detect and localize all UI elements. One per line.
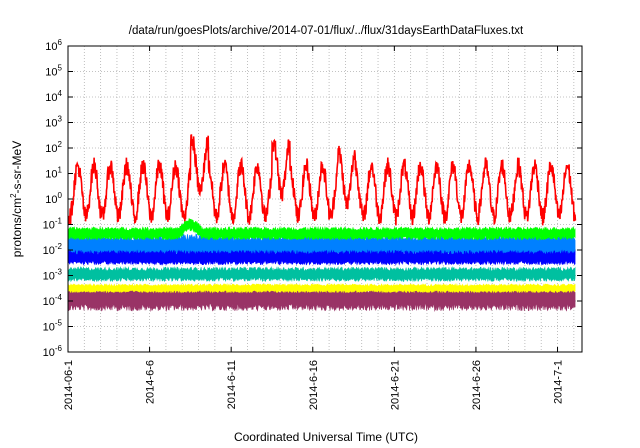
y-tick-exponent: 0 xyxy=(58,191,63,200)
x-tick-label: 2014-6-21 xyxy=(389,360,401,410)
y-tick-label: 10-6 xyxy=(43,344,63,359)
y-tick-label: 10-2 xyxy=(43,242,63,257)
y-tick-base: 10 xyxy=(43,220,55,232)
y-tick-label: 101 xyxy=(45,166,62,181)
x-axis-label: Coordinated Universal Time (UTC) xyxy=(234,430,418,444)
y-tick-base: 10 xyxy=(43,271,55,283)
y-tick-exponent: -2 xyxy=(55,242,63,251)
y-tick-label: 105 xyxy=(45,64,62,79)
y-tick-exponent: -6 xyxy=(55,344,63,353)
series-channel-6 xyxy=(67,282,576,294)
y-tick-base: 10 xyxy=(45,92,57,104)
y-tick-label: 106 xyxy=(45,38,62,53)
series-channel-4 xyxy=(67,249,576,266)
y-tick-label: 10-1 xyxy=(43,217,63,232)
series-channel-2 xyxy=(67,217,576,241)
y-tick-base: 10 xyxy=(43,296,55,308)
chart-title: /data/run/goesPlots/archive/2014-07-01/f… xyxy=(129,25,524,37)
y-tick-label: 103 xyxy=(45,115,62,130)
y-tick-base: 10 xyxy=(43,322,55,334)
y-tick-base: 10 xyxy=(45,67,57,79)
plot-frame xyxy=(67,45,583,353)
axes: 10-610-510-410-310-210-11001011021031041… xyxy=(43,38,583,410)
y-tick-label: 102 xyxy=(45,140,62,155)
y-tick-base: 10 xyxy=(45,41,57,53)
x-tick-label: 2014-7-1 xyxy=(553,360,565,404)
y-tick-label: 10-5 xyxy=(43,319,63,334)
y-axis-label-sup: 2 xyxy=(9,193,18,198)
y-tick-base: 10 xyxy=(45,169,57,181)
y-tick-exponent: -1 xyxy=(55,217,63,226)
y-tick-base: 10 xyxy=(43,245,55,257)
y-tick-base: 10 xyxy=(45,118,57,130)
y-tick-exponent: -5 xyxy=(55,319,63,328)
y-tick-exponent: 1 xyxy=(58,166,63,175)
y-tick-exponent: 6 xyxy=(58,38,63,47)
x-tick-label: 2014-6-6 xyxy=(145,360,157,404)
x-tick-label: 2014-6-11 xyxy=(226,360,238,409)
y-tick-exponent: 4 xyxy=(58,89,63,98)
y-tick-label: 104 xyxy=(45,89,62,104)
y-tick-label: 10-4 xyxy=(43,293,63,308)
y-tick-exponent: -4 xyxy=(55,293,63,302)
series-channel-1 xyxy=(67,134,577,226)
y-tick-exponent: 2 xyxy=(58,140,63,149)
y-axis-label: protons/cm2-s-sr-MeV xyxy=(9,141,24,257)
y-tick-base: 10 xyxy=(45,194,57,206)
y-tick-exponent: 5 xyxy=(58,64,63,73)
y-tick-label: 10-3 xyxy=(43,268,63,283)
y-axis-label-rest: -s-sr-MeV xyxy=(10,141,24,194)
y-tick-exponent: 3 xyxy=(58,115,63,124)
x-tick-label: 2014-6-16 xyxy=(308,360,320,410)
plot-area xyxy=(67,134,577,312)
series-channel-5 xyxy=(67,266,576,283)
y-axis-label-main: protons/cm xyxy=(10,198,24,257)
y-tick-base: 10 xyxy=(43,347,55,359)
x-tick-label: 2014-06-1 xyxy=(63,360,75,410)
y-tick-exponent: -3 xyxy=(55,268,63,277)
y-tick-label: 100 xyxy=(45,191,62,206)
x-tick-label: 2014-6-26 xyxy=(471,360,483,410)
y-tick-base: 10 xyxy=(45,143,57,155)
